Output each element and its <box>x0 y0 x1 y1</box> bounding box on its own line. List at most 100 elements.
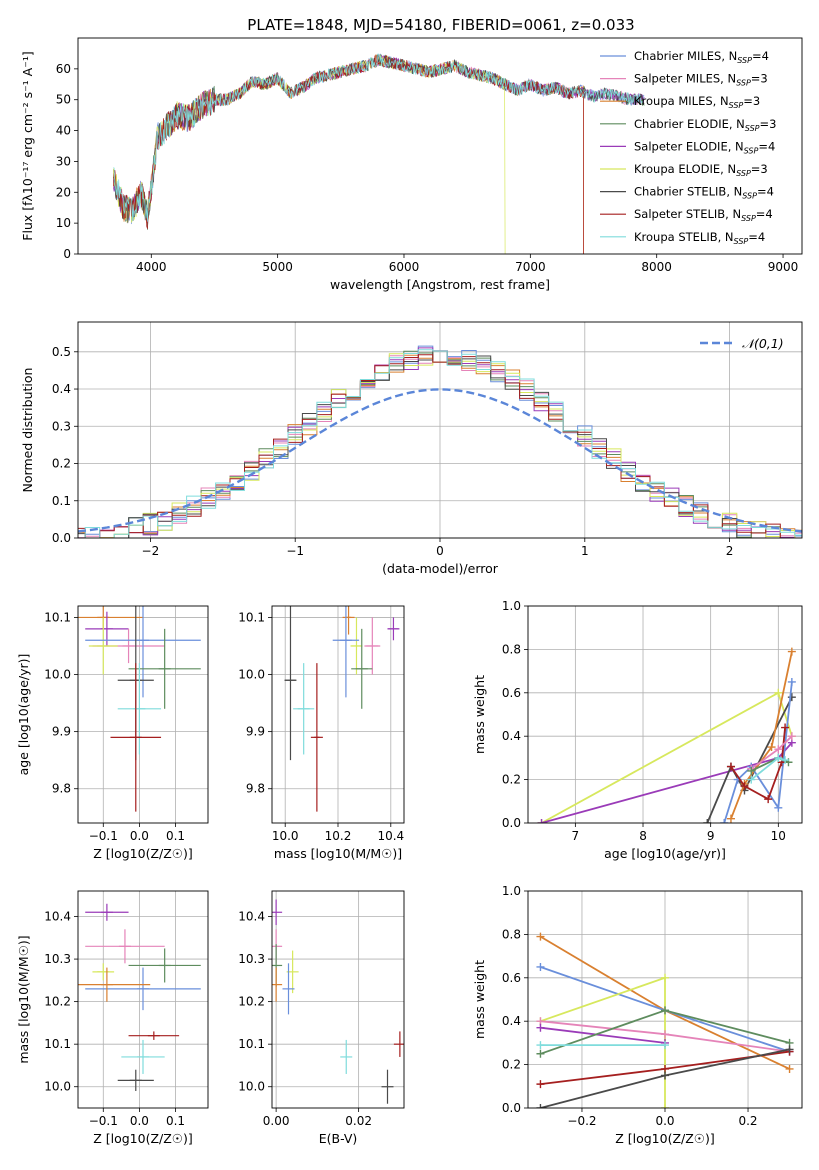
x-tick-label: 9 <box>707 829 715 843</box>
y-tick-label: 10.0 <box>238 1080 265 1094</box>
mass-weight-point-marker <box>740 782 749 791</box>
mass-weight-point-marker <box>661 1104 669 1108</box>
y-tick-label: 9.8 <box>246 782 265 796</box>
mass-weight-point-marker <box>774 688 783 697</box>
legend-entry-label: Kroupa ELODIE, NSSP=3 <box>634 162 768 178</box>
axes-frame <box>271 605 405 824</box>
y-tick-label: 0.8 <box>502 927 521 941</box>
y-tick-label: 10.3 <box>44 952 71 966</box>
mass-weight-point-marker <box>536 1023 545 1032</box>
y-tick-label: 1.0 <box>502 599 521 613</box>
x-axis-label: age [log10(age/yr)] <box>604 846 726 861</box>
axes-frame <box>271 890 405 1109</box>
plot-area <box>78 606 201 812</box>
x-axis-label: (data-model)/error <box>382 561 499 576</box>
y-tick-label: 0.6 <box>502 686 521 700</box>
spectrum-panel: 4000 5000 6000 7000 8000 9000 0 10 20 30 40 50 60 wav… <box>20 37 803 292</box>
plot-area <box>113 53 645 254</box>
mass-weight-point-marker <box>747 775 756 784</box>
mass-weight-point-marker <box>726 762 735 771</box>
x-tick-label: 2 <box>726 544 734 558</box>
mass-weight-point-marker <box>787 647 796 656</box>
mass-weight-point-marker <box>536 932 545 941</box>
y-tick-label: 0.3 <box>52 419 71 433</box>
x-axis-label: E(B-V) <box>319 1131 358 1146</box>
y-tick-label: 10.0 <box>238 668 265 682</box>
mass-weight-series-line <box>540 976 666 1108</box>
mass-weight-point-marker <box>661 1006 669 1015</box>
x-tick-label: 0.0 <box>655 1114 674 1128</box>
y-tick-label: 0.2 <box>502 773 521 787</box>
mass-weight-point-marker <box>787 677 796 686</box>
x-tick-label: 0.1 <box>166 1114 185 1128</box>
legend-entry-label: Salpeter ELODIE, NSSP=4 <box>634 139 775 155</box>
y-tick-label: 10.1 <box>238 610 265 624</box>
x-tick-label: 0.00 <box>263 1114 290 1128</box>
y-tick-label: 1.0 <box>502 884 521 898</box>
plot-area <box>537 647 796 823</box>
y-tick-label: 10.0 <box>44 1080 71 1094</box>
mass-weight-point-marker <box>781 756 790 765</box>
axes-frame <box>527 605 803 824</box>
mass-weight-series-line <box>730 651 793 820</box>
x-tick-label: 8 <box>639 829 647 843</box>
mass-weight-point-marker <box>774 745 783 754</box>
x-tick-label: 8000 <box>641 260 672 274</box>
x-tick-label: −1 <box>286 544 304 558</box>
mass-weight-point-marker <box>747 766 756 775</box>
axes-frame <box>77 890 209 1109</box>
legend-entry-label: 𝒩(0,1) <box>742 336 784 351</box>
mass-weight-point-marker <box>787 732 796 741</box>
mass-weight-point-marker <box>774 803 783 812</box>
y-tick-label: 10.3 <box>238 952 265 966</box>
x-tick-label: 7000 <box>515 260 546 274</box>
y-tick-label: 10.1 <box>238 1037 265 1051</box>
legend-entry-label: Salpeter STELIB, NSSP=4 <box>634 207 773 223</box>
y-tick-label: 10 <box>56 216 71 230</box>
mass-weight-point-marker <box>785 1064 794 1073</box>
y-tick-label: 0.4 <box>502 729 521 743</box>
y-tick-label: 0.0 <box>52 531 71 545</box>
y-tick-label: 10.1 <box>44 610 71 624</box>
y-tick-label: 10.0 <box>44 668 71 682</box>
y-tick-label: 0.2 <box>52 457 71 471</box>
y-tick-label: 40 <box>56 124 71 138</box>
y-tick-label: 10.4 <box>44 910 71 924</box>
mass-weight-point-marker <box>787 693 796 702</box>
y-tick-label: 30 <box>56 154 71 168</box>
mass-weight-point-marker <box>661 1041 669 1050</box>
spectrum-series-line <box>113 55 645 223</box>
mass-weight-vs-age-panel: 7 8 9 10 0.0 0.2 0.4 0.6 0.8 1.0 age [log10(age/yr… <box>472 599 803 861</box>
spectrum-series-line <box>113 53 645 230</box>
x-tick-label: 0.2 <box>738 1114 757 1128</box>
axes-frame <box>77 37 803 255</box>
mass-weight-point-marker <box>536 1104 545 1108</box>
x-tick-label: 4000 <box>136 260 167 274</box>
x-tick-label: 10.2 <box>325 829 352 843</box>
x-axis-label: Z [log10(Z/Z☉)] <box>93 1131 193 1146</box>
age-vs-metallicity-panel: −0.1 0.0 0.1 9.8 9.9 10.0 10.1 Z [log10(Z/Z☉)] a… <box>16 605 209 861</box>
mass-vs-metallicity-panel: −0.1 0.0 0.1 10.0 10.1 10.2 10.3 10.4 Z [log10(Z… <box>16 890 209 1146</box>
x-tick-label: 1 <box>581 544 589 558</box>
y-tick-label: 0.6 <box>502 971 521 985</box>
y-tick-label: 0.2 <box>502 1058 521 1072</box>
x-tick-label: 0.02 <box>345 1114 372 1128</box>
x-tick-label: 10.4 <box>377 829 404 843</box>
mass-weight-point-marker <box>726 814 735 823</box>
mass-weight-point-marker <box>781 723 790 732</box>
x-axis-label: wavelength [Angstrom, rest frame] <box>330 277 550 292</box>
mass-weight-point-marker <box>536 962 545 971</box>
mass-weight-point-marker <box>785 1045 794 1054</box>
y-tick-label: 0 <box>63 247 71 261</box>
x-tick-label: 6000 <box>389 260 420 274</box>
y-tick-label: 9.9 <box>246 725 265 739</box>
y-tick-label: 0.8 <box>502 642 521 656</box>
mass-weight-point-marker <box>536 1041 545 1050</box>
y-tick-label: 9.8 <box>52 782 71 796</box>
y-tick-label: 9.9 <box>52 725 71 739</box>
legend-entry-label: Chabrier STELIB, NSSP=4 <box>634 185 774 201</box>
y-tick-label: 10.4 <box>238 910 265 924</box>
spectrum-series-line <box>113 54 645 224</box>
spectrum-series-line <box>113 53 645 222</box>
